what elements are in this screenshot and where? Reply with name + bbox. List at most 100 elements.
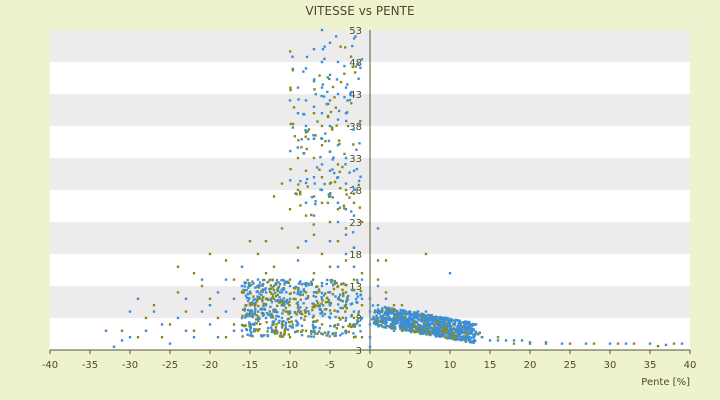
scatter-point-cluster: [453, 322, 456, 325]
scatter-point-cloud: [286, 328, 290, 331]
scatter-point-cloud: [295, 192, 298, 196]
scatter-point-series-2: [344, 233, 348, 236]
scatter-point-cluster: [428, 319, 431, 322]
scatter-point-series-1: [616, 342, 620, 345]
scatter-point-cloud: [291, 67, 295, 71]
scatter-point-cluster: [428, 314, 431, 317]
scatter-point-series-1: [360, 220, 364, 224]
scatter-point-series-2: [368, 310, 372, 313]
scatter-point-cloud: [258, 297, 262, 300]
scatter-point-cloud: [311, 320, 315, 324]
scatter-point-cloud: [345, 119, 348, 123]
scatter-point-cluster: [425, 314, 428, 318]
scatter-point-cluster: [459, 329, 462, 333]
scatter-point-cloud: [337, 303, 340, 306]
scatter-point-series-1: [176, 265, 180, 268]
scatter-point-cloud: [252, 295, 255, 298]
scatter-point-cloud: [288, 300, 291, 303]
scatter-point-cloud: [292, 297, 295, 301]
scatter-point-cloud: [297, 309, 301, 312]
scatter-point-series-1: [672, 342, 676, 345]
scatter-point-cloud: [256, 295, 259, 298]
scatter-point-cloud: [348, 98, 352, 102]
scatter-point-cloud: [339, 80, 343, 84]
scatter-point-series-2: [368, 345, 372, 348]
scatter-point-cloud: [268, 278, 272, 282]
scatter-point-cloud: [294, 319, 298, 322]
scatter-point-cluster: [375, 316, 378, 319]
scatter-point-cluster: [452, 322, 455, 326]
scatter-point-cloud: [312, 78, 316, 81]
scatter-point-cluster: [399, 314, 403, 317]
scatter-point-cluster: [468, 338, 472, 342]
scatter-point-cluster: [384, 325, 387, 329]
scatter-point-cloud: [348, 171, 351, 174]
scatter-point-series-2: [304, 99, 308, 102]
scatter-point-cluster: [410, 323, 413, 326]
scatter-point-cloud: [307, 335, 310, 338]
scatter-point-cloud: [253, 298, 257, 301]
scatter-point-cloud: [274, 291, 277, 295]
scatter-point-cluster: [423, 321, 426, 324]
scatter-point-cloud: [333, 281, 336, 285]
scatter-point-cloud: [266, 330, 269, 333]
scatter-point-cloud: [287, 320, 291, 324]
x-tick-label: -25: [162, 360, 178, 371]
scatter-point-cloud: [243, 285, 247, 288]
scatter-point-cloud: [249, 324, 252, 327]
scatter-point-cloud: [297, 282, 301, 285]
scatter-point-cluster: [386, 311, 390, 314]
scatter-point-cluster: [411, 328, 414, 332]
scatter-point-cloud: [359, 293, 362, 297]
scatter-point-cluster: [441, 319, 445, 322]
scatter-point-cloud: [345, 299, 348, 302]
scatter-point-cloud: [273, 330, 277, 333]
scatter-point-series-1: [352, 201, 356, 204]
scatter-point-cluster: [408, 311, 412, 314]
scatter-point-cloud: [270, 330, 274, 334]
scatter-point-cloud: [250, 309, 253, 313]
scatter-point-cloud: [247, 312, 251, 316]
scatter-point-cloud: [357, 77, 360, 80]
scatter-point-series-1: [256, 252, 260, 256]
scatter-point-series-2: [336, 144, 340, 147]
scatter-point-cluster: [415, 313, 419, 316]
scatter-point-cluster: [447, 320, 450, 323]
scatter-point-cloud: [306, 296, 310, 300]
scatter-point-cloud: [282, 309, 285, 312]
scatter-point-series-2: [360, 278, 364, 281]
scatter-point-cluster: [440, 324, 443, 327]
scatter-point-cluster: [421, 318, 424, 322]
scatter-point-cluster: [448, 325, 452, 329]
scatter-point-cloud: [251, 315, 255, 319]
scatter-point-cloud: [339, 299, 343, 302]
scatter-point-cloud: [280, 322, 284, 326]
scatter-point-cloud: [338, 206, 342, 209]
scatter-point-cluster: [389, 324, 393, 327]
scatter-point-cloud: [300, 324, 304, 327]
scatter-point-cluster: [458, 321, 462, 324]
scatter-point-cluster: [399, 318, 403, 322]
scatter-point-series-1: [360, 336, 364, 339]
scatter-point-cluster: [450, 334, 453, 337]
scatter-point-cloud: [288, 311, 292, 315]
scatter-point-cluster: [428, 326, 432, 329]
scatter-point-cloud: [281, 312, 284, 315]
scatter-point-cloud: [352, 288, 356, 292]
scatter-point-cloud: [328, 315, 331, 319]
scatter-point-cloud: [324, 132, 327, 135]
scatter-point-cluster: [424, 318, 427, 322]
scatter-point-series-2: [328, 240, 332, 243]
scatter-point-cloud: [261, 298, 264, 301]
scatter-point-series-2: [344, 156, 348, 160]
scatter-point-cloud: [312, 134, 315, 137]
scatter-point-cloud: [242, 288, 245, 292]
scatter-point-cluster: [430, 314, 434, 317]
scatter-point-cloud: [332, 156, 335, 159]
scatter-point-cloud: [285, 298, 289, 302]
scatter-point-cluster: [414, 330, 418, 334]
y-tick-label: 13: [349, 282, 362, 293]
scatter-point-cloud: [281, 335, 285, 338]
scatter-point-cloud: [341, 332, 344, 335]
scatter-point-cloud: [276, 288, 279, 291]
